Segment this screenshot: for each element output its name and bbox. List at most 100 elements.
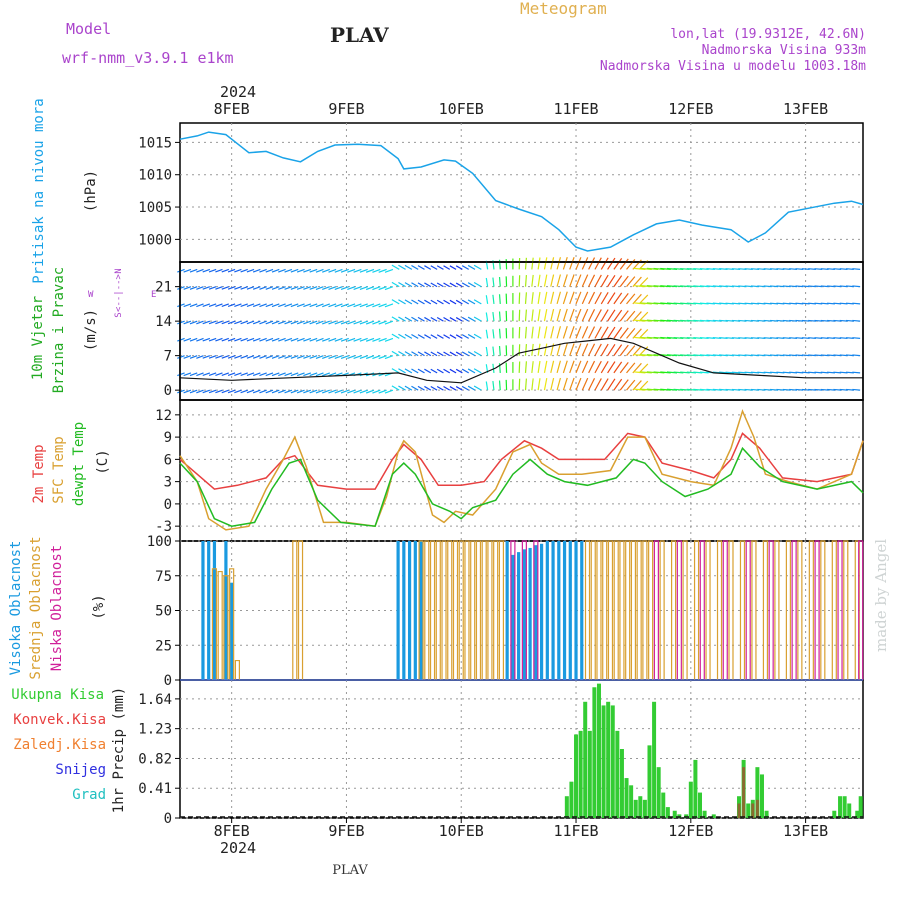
wind-arrow bbox=[461, 265, 469, 270]
y-tick-label: 0.82 bbox=[138, 751, 172, 767]
wind-arrow bbox=[498, 276, 501, 287]
wind-arrow bbox=[372, 320, 381, 325]
wind-arrow bbox=[278, 337, 286, 342]
high-cloud-bar bbox=[505, 541, 509, 680]
wind-label-2: Brzina i Pravac bbox=[51, 267, 67, 393]
wind-arrow bbox=[537, 326, 541, 339]
wind-arrow bbox=[467, 299, 476, 305]
wind-arrow bbox=[632, 311, 642, 322]
wind-arrow bbox=[378, 320, 387, 325]
x-tick-label-bottom: 11FEB bbox=[553, 822, 598, 840]
temp-label-dew: dewpt Temp bbox=[71, 422, 87, 506]
high-cloud-bar bbox=[528, 547, 532, 680]
wind-arrow bbox=[613, 275, 623, 287]
station-title: PLAV bbox=[330, 23, 389, 47]
wind-arrow bbox=[296, 320, 305, 325]
wind-arrow bbox=[189, 389, 198, 394]
wind-arrow bbox=[498, 259, 501, 270]
precip-unit: 1hr Precip (mm) bbox=[111, 687, 127, 813]
high-cloud-bar bbox=[539, 543, 544, 680]
precip-total-bar bbox=[615, 730, 620, 818]
wind-arrow bbox=[347, 286, 356, 291]
wind-arrow bbox=[852, 388, 861, 391]
high-cloud-bar bbox=[419, 541, 423, 680]
wind-arrow bbox=[353, 337, 362, 342]
precip-total-bar bbox=[684, 814, 689, 818]
wind-arrow bbox=[550, 308, 555, 322]
x-tick-label-bottom: 10FEB bbox=[439, 822, 484, 840]
mid-cloud-bar bbox=[682, 540, 688, 680]
high-cloud-bar bbox=[545, 541, 549, 680]
wind-arrow bbox=[492, 329, 495, 339]
wind-arrow bbox=[404, 264, 413, 270]
precip-total-bar bbox=[583, 701, 588, 818]
wind-arrow bbox=[537, 360, 541, 373]
wind-arrow bbox=[430, 385, 438, 391]
cloud-label-high: Visoka Oblacnost bbox=[8, 541, 24, 676]
mid-cloud-bar bbox=[774, 540, 780, 680]
wind-arrow bbox=[234, 389, 242, 394]
wind-arrow bbox=[461, 299, 469, 305]
meteogram-title: Meteogram bbox=[520, 0, 607, 18]
wind-arrow bbox=[619, 327, 629, 339]
wind-arrow bbox=[588, 326, 596, 339]
wind-arrow bbox=[296, 303, 305, 308]
wind-arrow bbox=[303, 268, 312, 273]
mid-cloud-bar bbox=[584, 540, 591, 680]
wind-arrow bbox=[569, 308, 575, 322]
wind-arrow bbox=[391, 385, 400, 391]
wind-arrow bbox=[234, 372, 242, 377]
wind-arrow bbox=[353, 355, 362, 360]
wind-arrow bbox=[271, 337, 280, 342]
compass-n: N bbox=[114, 268, 124, 273]
wind-arrow bbox=[303, 286, 312, 290]
wind-arrow bbox=[600, 292, 609, 305]
precip-total-bar bbox=[574, 734, 579, 818]
wind-arrow bbox=[443, 282, 451, 288]
y-tick-label: -3 bbox=[155, 519, 172, 535]
panel-frame-wind bbox=[179, 261, 864, 401]
wind-arrow bbox=[473, 281, 482, 288]
wind-arrow bbox=[246, 303, 255, 308]
wind-arrow bbox=[259, 337, 267, 342]
wind-arrow bbox=[365, 337, 375, 342]
mid-cloud-bar bbox=[493, 540, 499, 680]
precip-total-bar bbox=[606, 701, 611, 818]
mid-cloud-bar bbox=[452, 540, 459, 680]
wind-arrow bbox=[443, 317, 451, 322]
mid-cloud-bar bbox=[487, 540, 493, 680]
wind-arrow bbox=[252, 372, 261, 377]
high-cloud-bar bbox=[568, 541, 572, 680]
precip-total-bar bbox=[601, 705, 606, 818]
wind-arrow bbox=[309, 303, 318, 308]
wind-arrow bbox=[424, 351, 432, 357]
wind-arrow bbox=[221, 286, 229, 290]
wind-arrow bbox=[340, 286, 349, 291]
wind-arrow bbox=[365, 303, 375, 308]
wind-arrow bbox=[177, 268, 185, 273]
wind-arrow bbox=[562, 377, 568, 391]
mid-cloud-bar bbox=[762, 540, 769, 680]
wind-arrow bbox=[411, 385, 419, 391]
wind-arrow bbox=[619, 275, 629, 288]
x-tick-label-top: 9FEB bbox=[328, 100, 364, 118]
wind-arrow bbox=[196, 303, 204, 308]
wind-arrow bbox=[183, 320, 192, 325]
wind-arrow bbox=[221, 337, 229, 342]
wind-arrow bbox=[398, 385, 406, 391]
wind-arrow bbox=[588, 291, 596, 305]
wind-arrow bbox=[556, 360, 562, 374]
wind-arrow bbox=[189, 372, 198, 377]
wind-arrow bbox=[246, 372, 255, 377]
wind-arrow bbox=[443, 299, 451, 305]
wind-arrow bbox=[575, 308, 582, 322]
mid-cloud-bar bbox=[297, 540, 304, 680]
wind-arrow bbox=[347, 389, 356, 394]
mid-cloud-bar bbox=[217, 570, 223, 680]
wind-arrow bbox=[271, 389, 280, 394]
wind-arrow bbox=[632, 345, 642, 357]
mid-cloud-bar bbox=[229, 568, 235, 680]
temp-label-sfc: SFC Temp bbox=[51, 436, 67, 503]
wind-arrow bbox=[543, 309, 548, 322]
